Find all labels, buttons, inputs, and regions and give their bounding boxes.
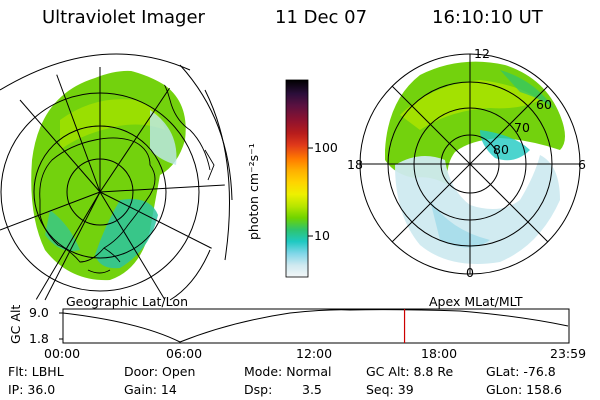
xtick-1800: 18:00 xyxy=(421,346,458,361)
door-status: Door: Open xyxy=(124,364,196,379)
dsp-label: Dsp: xyxy=(244,382,273,397)
xtick-1200: 12:00 xyxy=(296,346,333,361)
altitude-ylabel: GC Alt xyxy=(8,304,23,344)
dsp-value: 3.5 xyxy=(302,382,322,397)
colorbar-gradient xyxy=(285,79,309,278)
gain-status: Gain: 14 xyxy=(124,382,177,397)
colorbar-tick-10: 10 xyxy=(314,228,330,243)
instrument-title: Ultraviolet Imager xyxy=(42,7,205,28)
magnetic-caption: Apex MLat/MLT xyxy=(429,294,523,309)
mlt-label-18: 18 xyxy=(347,157,363,172)
xtick-2359: 23:59 xyxy=(550,346,587,361)
altitude-plot xyxy=(59,308,570,344)
mlt-label-0: 0 xyxy=(466,265,474,280)
xtick-0600: 06:00 xyxy=(166,346,203,361)
colorbar-tick-100: 100 xyxy=(314,140,338,155)
glat-status: GLat: -76.8 xyxy=(486,364,556,379)
date-label: 11 Dec 07 xyxy=(275,7,368,28)
colorbar xyxy=(285,79,313,278)
mlt-label-6: 6 xyxy=(578,157,586,172)
mlat-label-80: 80 xyxy=(493,142,509,157)
mlat-label-60: 60 xyxy=(536,97,552,112)
gc-alt-status: GC Alt: 8.8 Re xyxy=(366,364,454,379)
xtick-0000: 00:00 xyxy=(44,346,81,361)
mlat-label-70: 70 xyxy=(514,120,530,135)
altitude-plot-frame xyxy=(62,308,570,344)
geographic-caption: Geographic Lat/Lon xyxy=(66,294,188,309)
magnetic-polar-plot xyxy=(359,53,581,275)
colorbar-unit-label: photon cm⁻²s⁻¹ xyxy=(246,143,261,240)
geographic-map xyxy=(0,53,233,311)
seq-status: Seq: 39 xyxy=(366,382,414,397)
altitude-trace xyxy=(62,309,569,343)
ip-status: IP: 36.0 xyxy=(8,382,56,397)
glon-status: GLon: 158.6 xyxy=(486,382,562,397)
mlt-label-12: 12 xyxy=(474,46,490,61)
time-label: 16:10:10 UT xyxy=(432,7,543,28)
mode-status: Mode: Normal xyxy=(244,364,332,379)
filter-status: Flt: LBHL xyxy=(8,364,64,379)
altitude-ytick-9: 9.0 xyxy=(29,305,49,320)
altitude-ytick-1.8: 1.8 xyxy=(29,331,49,346)
